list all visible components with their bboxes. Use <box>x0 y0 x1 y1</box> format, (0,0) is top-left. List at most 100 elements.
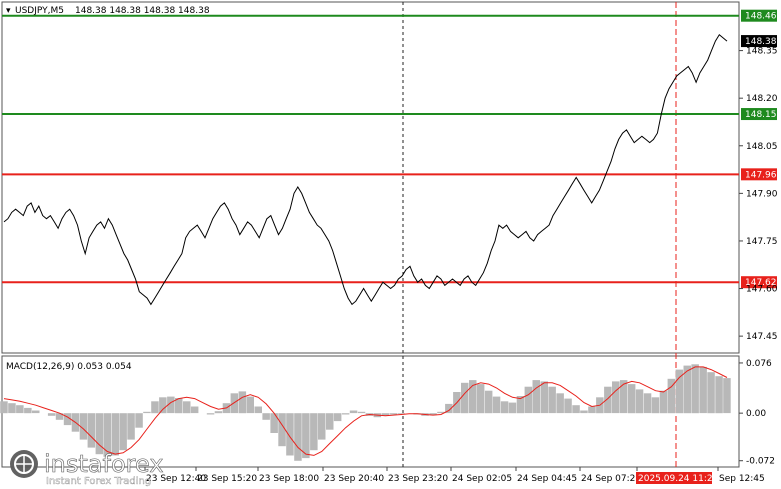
level-price-2: 147.96 <box>745 170 777 180</box>
macd-bar-41 <box>326 413 334 430</box>
macd-bar-81 <box>643 393 652 414</box>
macd-bar-16 <box>127 413 135 440</box>
macd-bar-67 <box>532 380 540 414</box>
macd-bar-30 <box>238 391 247 414</box>
macd-bar-61 <box>484 390 493 414</box>
macd-bar-4 <box>32 410 40 414</box>
macd-bar-23 <box>183 401 191 414</box>
level-tag-1 <box>741 108 777 121</box>
symbol-arrow-icon[interactable]: ▾ <box>6 6 11 16</box>
time-tick-5: 24 Sep 02:05 <box>452 474 512 484</box>
macd-bar-33 <box>262 413 270 420</box>
macd-bar-1 <box>8 403 16 414</box>
time-tick-9: Sep 12:45 <box>719 474 765 484</box>
time-tick-4: 23 Sep 23:20 <box>388 474 448 484</box>
symbol-label: USDJPY,M5 <box>15 6 64 16</box>
macd-bar-65 <box>516 396 525 414</box>
macd-bar-44 <box>349 410 358 414</box>
time-tick-3: 23 Sep 20:40 <box>324 474 384 484</box>
macd-bar-8 <box>63 413 72 426</box>
price-line <box>3 33 728 306</box>
macd-bar-49 <box>389 413 397 415</box>
macd-bar-32 <box>254 406 262 414</box>
macd-bar-17 <box>135 413 143 428</box>
macd-bar-74 <box>588 406 596 414</box>
macd-tick-2: -0.072 <box>746 457 775 467</box>
macd-bar-7 <box>55 413 64 420</box>
macd-bar-6 <box>47 413 56 416</box>
macd-bar-11 <box>87 413 96 448</box>
macd-bar-31 <box>246 396 254 414</box>
macd-axis: 0.076 0.00 -0.072 <box>739 359 775 467</box>
macd-bar-73 <box>580 410 588 414</box>
macd-bar-78 <box>619 380 628 414</box>
macd-bar-54 <box>429 413 437 416</box>
current-price-tag <box>741 35 777 48</box>
time-marker-tag <box>636 472 712 484</box>
macd-bar-3 <box>24 407 32 414</box>
macd-bar-43 <box>341 413 350 415</box>
macd-bar-58 <box>461 382 469 414</box>
price-tick-0: 148.35 <box>746 47 778 57</box>
brand-text: instaforex <box>44 450 164 478</box>
macd-bar-27 <box>214 411 223 414</box>
macd-bar-2 <box>16 405 24 414</box>
macd-bar-19 <box>151 401 159 414</box>
macd-bar-18 <box>143 411 151 414</box>
macd-bar-35 <box>278 413 286 447</box>
macd-bar-85 <box>675 369 684 414</box>
time-tick-0: 23 Sep 12:40 <box>146 474 206 484</box>
macd-bar-50 <box>397 413 405 414</box>
macd-bar-71 <box>564 398 572 414</box>
tagline-text: Instant Forex Trading <box>46 476 151 487</box>
macd-bar-62 <box>492 396 501 414</box>
macd-bar-36 <box>286 413 294 456</box>
price-tick-3: 147.90 <box>746 189 778 199</box>
levels-group: 148.46 148.15 147.96 147.62 148.38 <box>2 9 777 289</box>
macd-bar-77 <box>612 381 620 414</box>
time-tick-2: 23 Sep 18:00 <box>259 474 319 484</box>
macd-bar-59 <box>469 380 477 414</box>
macd-bar-64 <box>508 402 517 414</box>
level-price-3: 147.62 <box>745 278 777 288</box>
macd-bar-86 <box>683 365 691 414</box>
macd-bar-42 <box>333 413 342 422</box>
time-tick-7: 24 Sep 07:25 <box>581 474 641 484</box>
macd-bar-48 <box>381 413 390 416</box>
macd-bar-24 <box>190 406 199 414</box>
macd-bar-89 <box>707 372 715 414</box>
level-tag-3 <box>741 276 777 289</box>
level-price-1: 148.15 <box>745 110 777 120</box>
price-tick-5: 147.60 <box>746 285 778 295</box>
macd-bar-37 <box>294 413 302 461</box>
price-tick-4: 147.75 <box>746 237 778 247</box>
macd-bar-90 <box>715 376 723 414</box>
time-tick-6: 24 Sep 04:45 <box>517 474 577 484</box>
macd-bar-21 <box>167 396 175 414</box>
macd-bar-88 <box>699 366 707 414</box>
macd-bar-84 <box>667 378 676 414</box>
macd-bar-83 <box>659 390 668 414</box>
macd-bar-56 <box>445 403 453 414</box>
macd-bar-55 <box>437 411 445 414</box>
macd-bar-60 <box>476 384 485 414</box>
macd-bar-34 <box>270 413 278 433</box>
macd-bar-91 <box>723 378 731 414</box>
macd-bar-20 <box>159 397 167 414</box>
macd-bar-10 <box>79 413 88 440</box>
macd-tick-0: 0.076 <box>746 359 772 369</box>
current-price-text: 148.38 <box>745 37 777 47</box>
price-panel-frame <box>1 1 740 354</box>
macd-bar-72 <box>572 405 580 414</box>
macd-histogram <box>0 364 731 461</box>
macd-signal-line <box>3 366 728 456</box>
macd-bar-26 <box>206 413 215 415</box>
macd-bar-68 <box>540 381 548 414</box>
macd-bar-76 <box>604 386 612 414</box>
macd-bar-80 <box>635 389 644 414</box>
time-tick-8: 2025.09.24 11:25 <box>638 474 718 484</box>
macd-label: MACD(12,26,9) 0.053 0.054 <box>6 362 132 372</box>
